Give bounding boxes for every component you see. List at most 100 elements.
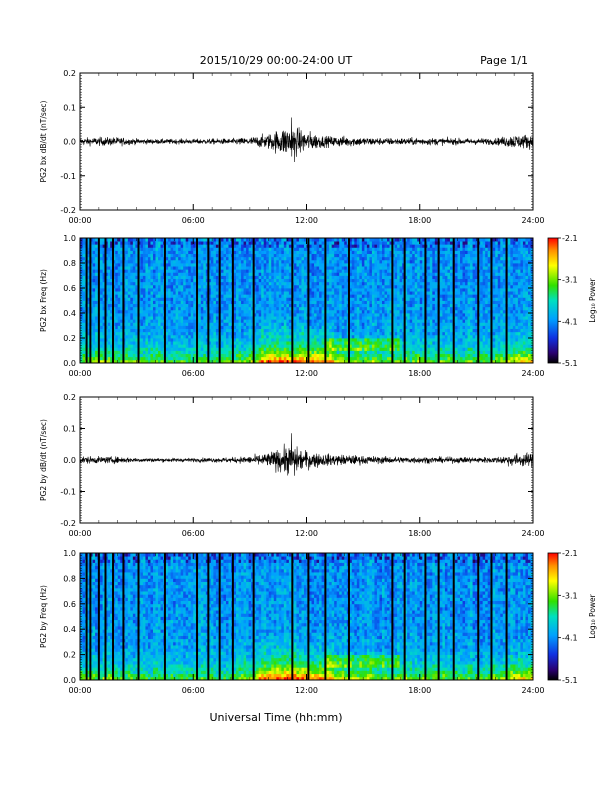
heatmap-cell — [258, 356, 262, 361]
heatmap-cell — [374, 359, 378, 364]
heatmap-cell — [278, 344, 282, 348]
heatmap-cell — [132, 275, 136, 280]
heatmap-cell — [190, 281, 194, 286]
heatmap-cell — [183, 309, 187, 314]
heatmap-cell — [326, 353, 330, 358]
heatmap-cell — [198, 259, 202, 264]
heatmap-cell — [238, 275, 242, 280]
heatmap-cell — [261, 322, 265, 326]
heatmap-cell — [271, 316, 275, 320]
heatmap-cell — [115, 238, 119, 242]
heatmap-cell — [117, 338, 121, 342]
heatmap-cell — [263, 281, 267, 286]
heatmap-cell — [223, 291, 227, 295]
heatmap-cell — [193, 328, 197, 333]
heatmap-cell — [107, 344, 111, 348]
heatmap-cell — [266, 325, 270, 330]
heatmap-cell — [92, 269, 96, 273]
heatmap-cell — [193, 300, 197, 305]
heatmap-cell — [152, 284, 156, 289]
heatmap-cell — [132, 250, 136, 255]
heatmap-cell — [107, 297, 111, 301]
heatmap-cell — [321, 297, 325, 301]
heatmap-cell — [130, 294, 134, 298]
heatmap-cell — [344, 244, 348, 248]
heatmap-cell — [185, 347, 189, 351]
heatmap-cell — [170, 303, 174, 308]
heatmap-cell — [364, 250, 368, 255]
heatmap-cell — [349, 341, 353, 345]
heatmap-cell — [331, 331, 335, 336]
heatmap-cell — [371, 353, 375, 358]
heatmap-cell — [369, 266, 373, 270]
heatmap-cell — [100, 284, 104, 289]
heatmap-cell — [288, 350, 292, 355]
heatmap-cell — [382, 359, 385, 364]
heatmap-cell — [92, 344, 96, 348]
heatmap-cell — [183, 297, 187, 301]
heatmap-cell — [273, 325, 277, 330]
heatmap-cell — [283, 350, 287, 355]
heatmap-cell — [351, 250, 355, 255]
heatmap-cell — [140, 313, 144, 317]
heatmap-cell — [198, 331, 202, 336]
heatmap-cell — [356, 334, 360, 339]
heatmap-cell — [344, 263, 348, 267]
heatmap-cell — [309, 275, 312, 280]
heatmap-cell — [87, 238, 91, 242]
heatmap-cell — [354, 316, 358, 320]
heatmap-cell — [301, 309, 305, 314]
heatmap-cell — [241, 291, 244, 295]
heatmap-cell — [256, 238, 260, 242]
heatmap-cell — [205, 263, 209, 267]
heatmap-cell — [271, 334, 275, 339]
heatmap-cell — [339, 288, 343, 292]
heatmap-cell — [261, 244, 265, 248]
heatmap-cell — [344, 353, 348, 358]
heatmap-cell — [283, 347, 287, 351]
heatmap-cell — [180, 250, 184, 255]
heatmap-cell — [142, 259, 146, 264]
heatmap-cell — [361, 291, 365, 295]
heatmap-cell — [178, 353, 182, 358]
heatmap-cell — [220, 288, 224, 292]
heatmap-cell — [120, 306, 124, 311]
heatmap-cell — [246, 319, 250, 323]
heatmap-cell — [251, 272, 255, 276]
heatmap-cell — [135, 303, 139, 308]
heatmap-cell — [314, 316, 317, 320]
heatmap-cell — [95, 316, 99, 320]
heatmap-cell — [170, 313, 174, 317]
heatmap-cell — [278, 284, 282, 289]
heatmap-cell — [102, 259, 106, 264]
heatmap-cell — [102, 353, 106, 358]
heatmap-cell — [130, 238, 134, 242]
heatmap-cell — [364, 344, 368, 348]
heatmap-cell — [107, 250, 111, 255]
heatmap-cell — [140, 331, 144, 336]
heatmap-cell — [185, 241, 189, 245]
heatmap-cell — [175, 266, 179, 270]
heatmap-cell — [213, 322, 217, 326]
heatmap-cell — [87, 241, 91, 245]
heatmap-cell — [225, 297, 229, 301]
heatmap-cell — [379, 344, 383, 348]
heatmap-cell — [286, 353, 290, 358]
heatmap-cell — [331, 313, 335, 317]
heatmap-cell — [243, 344, 247, 348]
heatmap-cell — [228, 325, 232, 330]
heatmap-cell — [351, 284, 355, 289]
heatmap-cell — [314, 322, 317, 326]
heatmap-cell — [238, 325, 242, 330]
heatmap-cell — [246, 250, 250, 255]
heatmap-cell — [316, 341, 320, 345]
heatmap-cell — [334, 269, 338, 273]
heatmap-cell — [369, 259, 373, 264]
heatmap-cell — [175, 272, 179, 276]
heatmap-cell — [117, 256, 121, 261]
heatmap-cell — [329, 356, 333, 361]
heatmap-cell — [145, 331, 149, 336]
heatmap-cell — [220, 256, 224, 261]
heatmap-cell — [281, 316, 285, 320]
heatmap-cell — [170, 297, 174, 301]
